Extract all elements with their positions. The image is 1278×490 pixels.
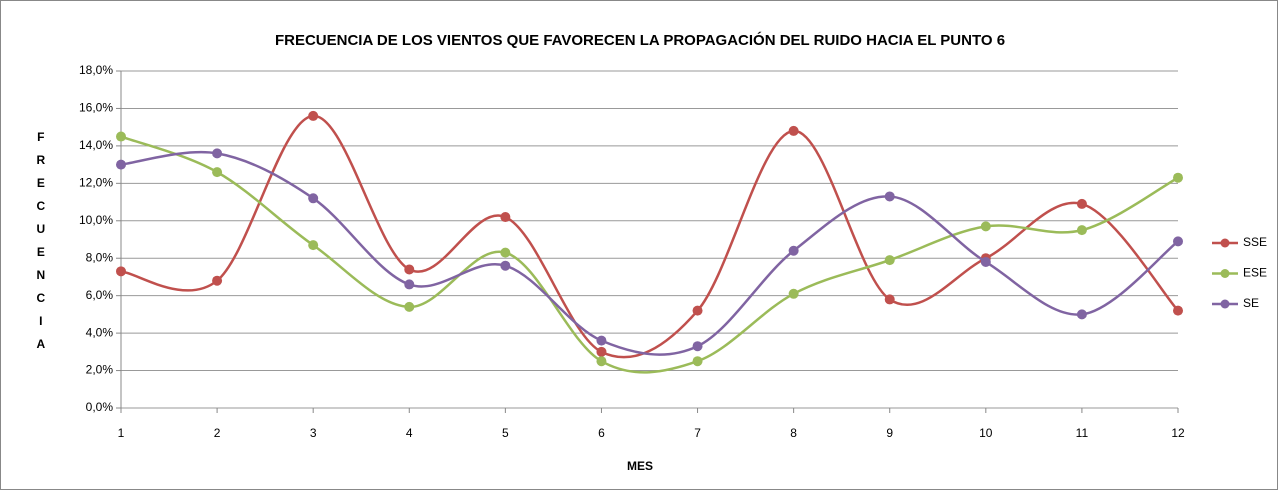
point [500, 260, 511, 271]
point [1076, 309, 1087, 320]
point [980, 221, 991, 232]
point [1173, 236, 1183, 247]
point [1173, 172, 1183, 183]
y-tick-label: 4,0% [86, 325, 114, 339]
y-tick-label: 8,0% [86, 250, 114, 264]
point [308, 240, 319, 251]
x-tick-label: 10 [979, 426, 993, 440]
x-tick-label: 4 [406, 426, 413, 440]
point [788, 245, 799, 256]
legend-label: SSE [1243, 235, 1267, 249]
x-tick-label: 3 [310, 426, 317, 440]
point [212, 148, 223, 159]
point [212, 167, 223, 178]
point [1173, 305, 1183, 316]
legend-label: ESE [1243, 266, 1267, 280]
point [404, 279, 415, 290]
legend-marker [1220, 269, 1230, 278]
point [596, 356, 607, 367]
x-tick-label: 5 [502, 426, 509, 440]
x-tick-label: 8 [790, 426, 797, 440]
y-tick-label: 6,0% [86, 288, 114, 302]
point [788, 288, 799, 299]
point [500, 212, 511, 223]
x-tick-label: 2 [214, 426, 221, 440]
point [980, 256, 991, 267]
point [596, 346, 607, 357]
x-tick-label: 7 [694, 426, 701, 440]
y-tick-label: 0,0% [86, 400, 114, 414]
point [404, 301, 415, 312]
point [308, 110, 319, 121]
point [884, 191, 895, 202]
chart-title: FRECUENCIA DE LOS VIENTOS QUE FAVORECEN … [275, 31, 1005, 49]
point [692, 356, 703, 367]
point [116, 131, 126, 142]
legend-label: SE [1243, 296, 1259, 310]
y-tick-label: 10,0% [79, 213, 113, 227]
point [884, 294, 895, 305]
y-tick-label: 2,0% [86, 363, 114, 377]
y-tick-label: 18,0% [79, 63, 113, 77]
point [1076, 198, 1087, 209]
point [212, 275, 223, 286]
x-tick-label: 6 [598, 426, 605, 440]
point [788, 125, 799, 136]
point [308, 193, 319, 204]
y-tick-label: 14,0% [79, 138, 113, 152]
x-axis-label: MES [627, 459, 653, 473]
point [116, 266, 126, 277]
point [500, 247, 511, 258]
x-tick-label: 12 [1171, 426, 1185, 440]
point [1076, 225, 1087, 236]
legend-marker [1220, 238, 1230, 248]
x-tick-label: 9 [886, 426, 893, 440]
point [692, 305, 703, 316]
point [884, 255, 895, 266]
point [692, 341, 703, 352]
legend-marker [1220, 299, 1230, 309]
point [404, 264, 415, 275]
x-tick-label: 1 [118, 426, 125, 440]
y-axis-label: FRECUENCIA [34, 130, 48, 360]
y-tick-label: 12,0% [79, 176, 113, 190]
y-tick-label: 16,0% [79, 101, 113, 115]
point [596, 335, 607, 346]
point [116, 159, 126, 170]
x-tick-label: 11 [1076, 426, 1089, 440]
